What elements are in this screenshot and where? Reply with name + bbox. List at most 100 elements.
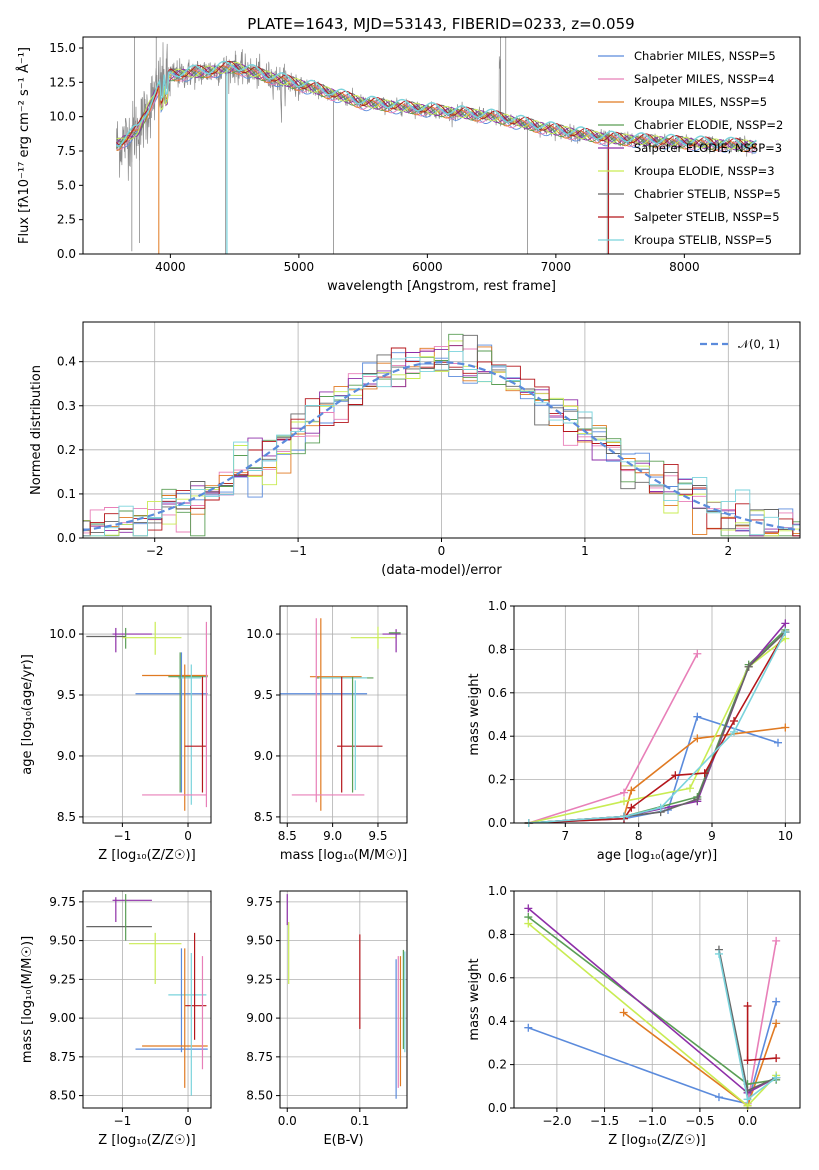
y-tick-label: 9.0 (254, 749, 273, 763)
x-tick-label: 8000 (669, 260, 700, 274)
data-marker (714, 1093, 723, 1102)
y-tick-label: 0.4 (488, 1014, 507, 1028)
spectrum-lines (116, 37, 757, 254)
data-marker (627, 803, 636, 812)
y-tick-label: 2.5 (57, 213, 76, 227)
x-tick-label: −2.0 (542, 1114, 571, 1128)
y-tick-label: 8.50 (246, 1089, 273, 1103)
data-marker (772, 1019, 781, 1028)
y-tick-label: 8.5 (254, 810, 273, 824)
data-marker (744, 662, 753, 671)
age-vs-Z-frame (82, 605, 212, 824)
x-tick-label: 1 (581, 544, 589, 558)
legend-entry: Chabrier MILES, NSSP=5 (634, 49, 776, 63)
x-tick-label: 6000 (412, 260, 443, 274)
legend-entry: Salpeter ELODIE, NSSP=3 (634, 141, 782, 155)
y-tick-label: 1.0 (488, 599, 507, 613)
y-axis-label: mass weight (467, 673, 482, 755)
age-vs-Z-errorbars (86, 621, 208, 811)
mass-vs-Z-errorbars (86, 894, 208, 1096)
x-tick-label: 0.0 (738, 1114, 757, 1128)
data-marker (772, 1073, 781, 1082)
y-tick-label: 0.0 (57, 247, 76, 261)
data-marker (686, 784, 694, 793)
x-tick-label: −1.5 (590, 1114, 619, 1128)
histogram-series (83, 340, 800, 537)
mass-weight-line (528, 1001, 777, 1105)
age-vs-mass-axes: 8.5 9.0 9.5 8.5 9.0 9.5 10.0 mass [log₁₀(M/M☉)] (246, 606, 407, 863)
x-tick-label: −2 (146, 544, 164, 558)
massweight-vs-age-frame (513, 605, 801, 824)
spectrum-legend: Chabrier MILES, NSSP=5 Salpeter MILES, NS… (598, 49, 783, 247)
x-tick-label: 0.1 (350, 1114, 369, 1128)
y-tick-label: 5.0 (57, 178, 76, 192)
x-axis-label: Z [log₁₀(Z/Z☉)] (608, 1133, 705, 1148)
massweight-vs-Z-series (524, 904, 781, 1110)
legend-entry: 𝒩(0, 1) (738, 337, 780, 351)
x-tick-label: 0.0 (278, 1114, 297, 1128)
y-tick-label: 0.3 (57, 399, 76, 413)
massweight-vs-age-series (524, 619, 790, 827)
y-tick-label: 0.4 (57, 355, 76, 369)
mass-weight-line (746, 940, 777, 1104)
y-tick-label: 8.50 (49, 1089, 76, 1103)
y-tick-label: 8.75 (49, 1050, 76, 1064)
massweight-vs-Z-axes: −2.0 −1.5 −1.0 −0.5 0.0 0.0 0.2 0.4 0.6 0.8 1.0 Z [… (467, 884, 800, 1148)
x-tick-label: 7 (562, 829, 570, 843)
y-tick-label: 7.5 (57, 144, 76, 158)
y-tick-label: 10.0 (246, 627, 273, 641)
data-marker (772, 997, 781, 1006)
y-tick-label: 8.75 (246, 1050, 273, 1064)
y-axis-label: Normed distribution (29, 365, 44, 495)
data-marker (781, 619, 790, 628)
legend-entry: Salpeter MILES, NSSP=4 (634, 72, 775, 86)
y-tick-label: 0.0 (488, 816, 507, 830)
y-tick-label: 9.75 (49, 895, 76, 909)
y-tick-label: 9.50 (49, 934, 76, 948)
y-tick-label: 9.00 (246, 1011, 273, 1025)
x-tick-label: 4000 (155, 260, 186, 274)
x-axis-label: Z [log₁₀(Z/Z☉)] (98, 848, 195, 863)
x-tick-label: 0 (184, 1114, 192, 1128)
legend-entry: Chabrier ELODIE, NSSP=2 (634, 118, 783, 132)
x-tick-label: 9.0 (323, 829, 342, 843)
y-tick-label: 0.2 (488, 773, 507, 787)
histogram-series (83, 345, 800, 537)
legend-entry: Salpeter STELIB, NSSP=5 (634, 210, 780, 224)
legend-entry: Chabrier STELIB, NSSP=5 (634, 187, 781, 201)
residual-histograms (83, 333, 800, 537)
y-tick-label: 0.0 (488, 1101, 507, 1115)
legend-entry: Kroupa ELODIE, NSSP=3 (634, 164, 775, 178)
age-vs-mass-frame (279, 605, 408, 824)
mass-vs-ebv-frame (279, 890, 408, 1109)
y-tick-label: 0.4 (488, 729, 507, 743)
x-tick-label: 5000 (284, 260, 315, 274)
y-tick-label: 0.6 (488, 971, 507, 985)
data-marker (620, 812, 628, 821)
x-tick-label: 9.5 (368, 829, 387, 843)
data-marker (700, 769, 709, 778)
massweight-vs-age-axes: 7 8 9 10 0.0 0.2 0.4 0.6 0.8 1.0 age [log₁₀(age/yr… (467, 599, 800, 863)
y-tick-label: 9.5 (254, 688, 273, 702)
x-axis-label: Z [log₁₀(Z/Z☉)] (98, 1133, 195, 1148)
normal-curve (83, 360, 800, 532)
y-axis-label: mass [log₁₀(M/M☉)] (20, 936, 35, 1063)
x-tick-label: −0.5 (685, 1114, 714, 1128)
y-tick-label: 0.0 (57, 531, 76, 545)
y-tick-label: 9.5 (57, 688, 76, 702)
residuals-frame (82, 321, 801, 539)
data-marker (743, 1002, 752, 1011)
data-marker (781, 723, 790, 732)
y-tick-label: 8.5 (57, 810, 76, 824)
x-tick-label: 9 (708, 829, 716, 843)
x-axis-label: wavelength [Angstrom, rest frame] (327, 279, 556, 294)
data-marker (743, 1056, 752, 1065)
y-tick-label: 15.0 (49, 41, 76, 55)
x-tick-label: 8.5 (278, 829, 297, 843)
data-marker (671, 771, 680, 780)
y-axis-label: Flux [fλ10⁻¹⁷ erg cm⁻² s⁻¹ Å⁻¹] (16, 47, 32, 244)
y-tick-label: 12.5 (49, 75, 76, 89)
residuals-axes: −2 −1 0 1 2 0.0 0.1 0.2 0.3 0.4 (data-model)/error… (29, 322, 800, 578)
y-tick-label: 0.2 (488, 1058, 507, 1072)
x-tick-label: 0 (184, 829, 192, 843)
